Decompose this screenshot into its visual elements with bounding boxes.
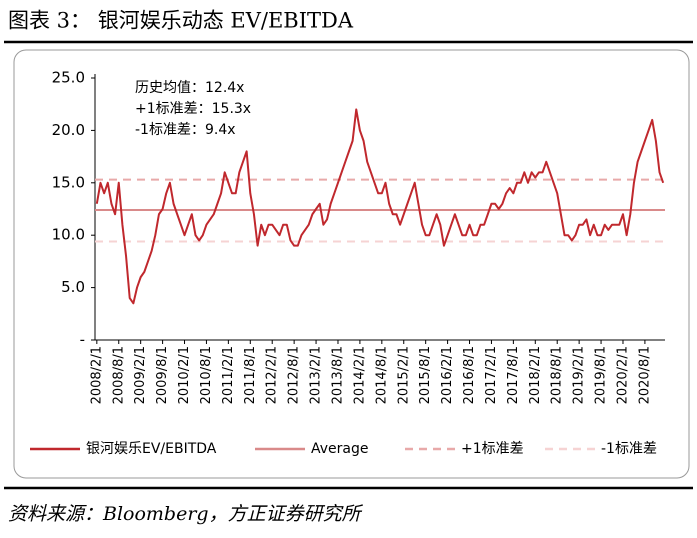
legend-label: +1标准差 (461, 441, 524, 457)
annotation: -1标准差：9.4x (135, 122, 236, 138)
x-tick-label: 2011/8/1 (243, 346, 258, 404)
x-tick-label: 2008/8/1 (111, 346, 126, 404)
x-tick-label: 2019/2/1 (572, 346, 587, 404)
x-tick-label: 2014/8/1 (374, 346, 389, 404)
x-tick-label: 2013/2/1 (309, 346, 324, 404)
x-tick-label: 2020/2/1 (615, 346, 630, 404)
legend-label: Average (311, 441, 369, 457)
x-tick-label: 2017/8/1 (506, 346, 521, 404)
x-tick-label: 2010/2/1 (177, 346, 192, 404)
x-tick-label: 2012/8/1 (287, 346, 302, 404)
y-tick-label: 25.0 (52, 69, 85, 87)
source: 资料来源：Bloomberg，方正证券研究所 (8, 503, 364, 525)
y-tick-label: 5.0 (61, 278, 85, 296)
y-tick-label: 10.0 (52, 226, 85, 244)
x-tick-label: 2015/2/1 (396, 346, 411, 404)
x-tick-label: 2016/2/1 (440, 346, 455, 404)
y-tick-label: - (80, 331, 85, 349)
x-tick-label: 2015/8/1 (418, 346, 433, 404)
x-tick-label: 2017/2/1 (484, 346, 499, 404)
x-tick-label: 2016/8/1 (462, 346, 477, 404)
annotation: +1标准差：15.3x (135, 101, 251, 117)
legend-label: -1标准差 (601, 441, 657, 457)
chart-frame (13, 49, 690, 479)
x-tick-label: 2009/8/1 (155, 346, 170, 404)
x-tick-label: 2020/8/1 (637, 346, 652, 404)
data-line (95, 108, 665, 305)
x-tick-label: 2018/8/1 (550, 346, 565, 404)
y-tick-label: 15.0 (52, 173, 85, 191)
x-tick-label: 2012/2/1 (265, 346, 280, 404)
x-tick-label: 2013/8/1 (330, 346, 345, 404)
x-tick-label: 2011/2/1 (221, 346, 236, 404)
y-tick-label: 20.0 (52, 121, 85, 139)
x-tick-label: 2019/8/1 (594, 346, 609, 404)
x-tick-label: 2018/2/1 (528, 346, 543, 404)
legend-label: 银河娱乐EV/EBITDA (86, 441, 217, 457)
x-tick-label: 2008/2/1 (89, 346, 104, 404)
x-tick-label: 2010/8/1 (199, 346, 214, 404)
chart-title: 图表 3： 银河娱乐动态 EV/EBITDA (8, 9, 354, 33)
x-tick-label: 2009/2/1 (133, 346, 148, 404)
annotation: 历史均值：12.4x (135, 80, 244, 96)
x-tick-label: 2014/2/1 (352, 346, 367, 404)
